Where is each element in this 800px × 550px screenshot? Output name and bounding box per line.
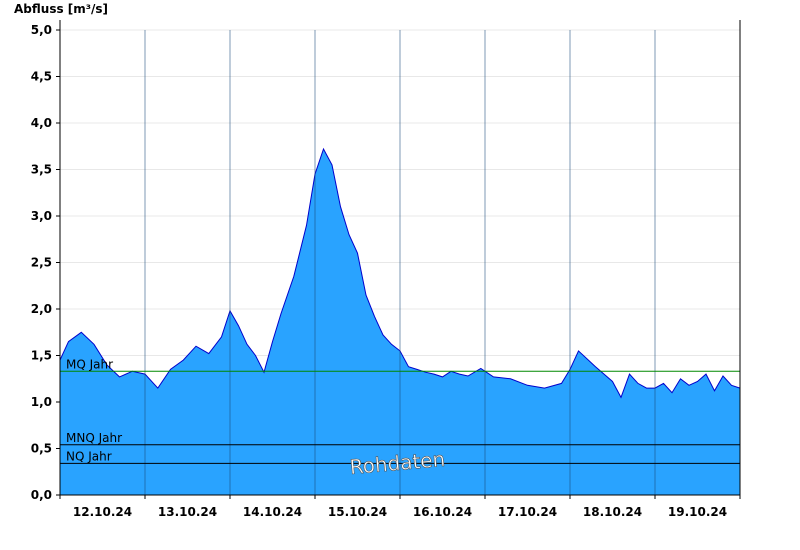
y-tick-label: 2,0	[31, 302, 52, 316]
reference-line-label: MQ Jahr	[66, 357, 113, 371]
x-axis-ticks: 12.10.24 13.10.24 14.10.24 15.10.24 16.10.24…	[59, 495, 741, 519]
y-tick-label: 3,5	[31, 163, 52, 177]
x-tick-label: 12.10.24	[73, 505, 132, 519]
y-tick-label: 1,0	[31, 395, 52, 409]
y-axis-label: Abfluss [m³/s]	[14, 2, 108, 16]
y-tick-label: 4,5	[31, 70, 52, 84]
x-tick-label: 17.10.24	[498, 505, 557, 519]
reference-lines: MQ Jahr MNQ Jahr NQ Jahr	[60, 357, 740, 464]
y-axis-ticks: 0,0 0,5 1,0 1,5 2,0 2,5 3,0 3,5 4,0 4,5 5,0	[31, 23, 60, 502]
x-tick-label: 15.10.24	[328, 505, 387, 519]
y-tick-label: 2,5	[31, 256, 52, 270]
x-tick-label: 19.10.24	[668, 505, 727, 519]
y-tick-label: 3,0	[31, 209, 52, 223]
reference-line-label: NQ Jahr	[66, 449, 112, 463]
x-tick-label: 16.10.24	[413, 505, 472, 519]
x-tick-label: 13.10.24	[158, 505, 217, 519]
day-separators	[144, 30, 656, 495]
x-tick-label: 14.10.24	[243, 505, 302, 519]
x-tick-label: 18.10.24	[583, 505, 642, 519]
reference-line-label: MNQ Jahr	[66, 431, 122, 445]
y-tick-label: 0,5	[31, 442, 52, 456]
y-tick-label: 0,0	[31, 488, 52, 502]
y-tick-label: 1,5	[31, 349, 52, 363]
y-tick-label: 5,0	[31, 23, 52, 37]
y-tick-label: 4,0	[31, 116, 52, 130]
